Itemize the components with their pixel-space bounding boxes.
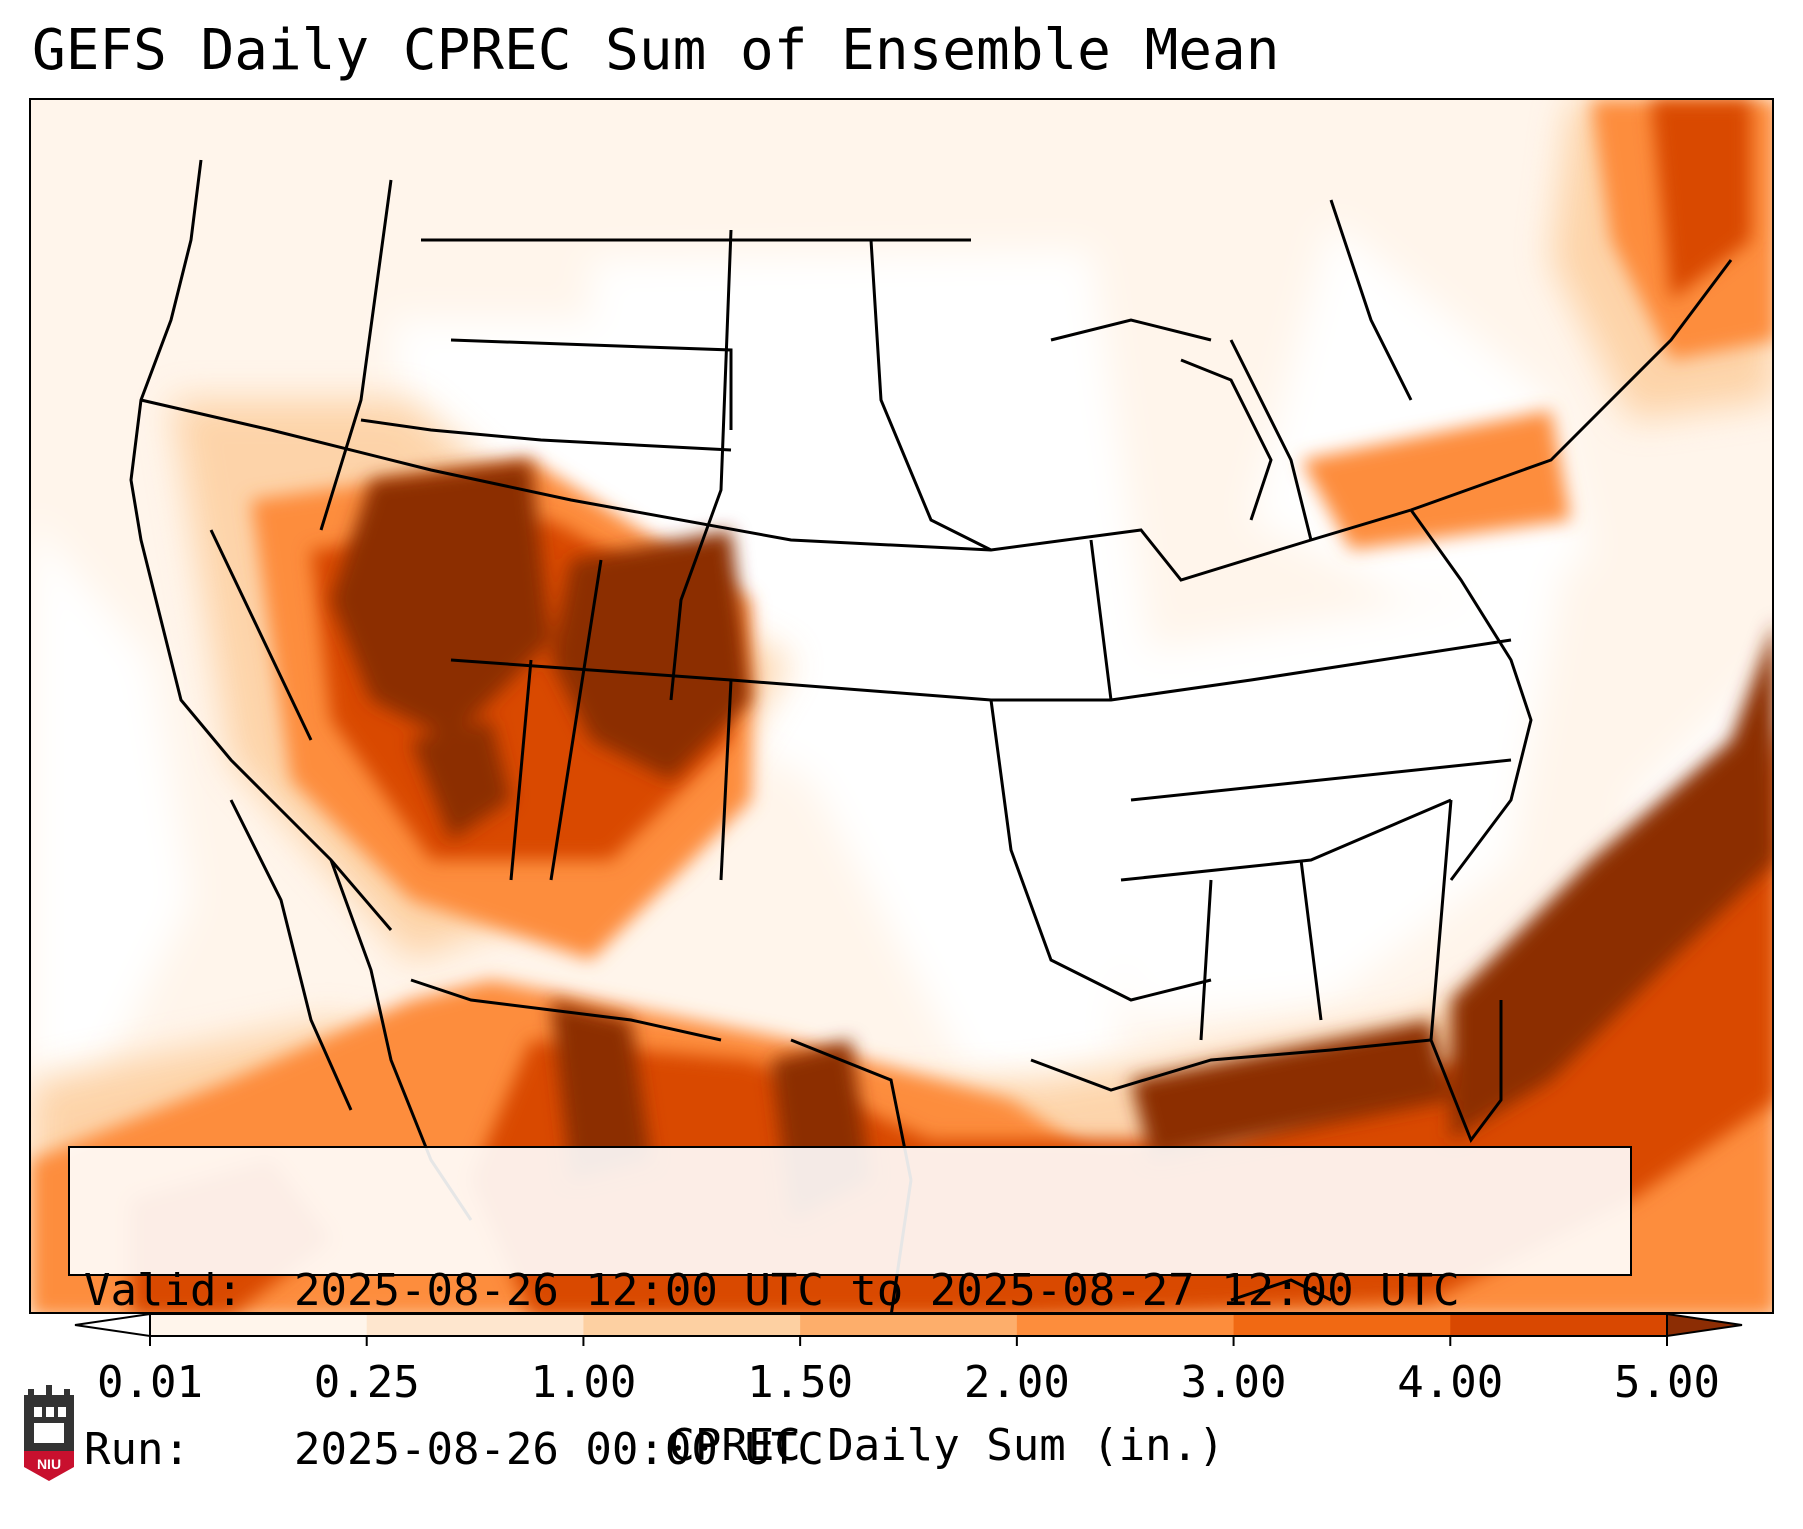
map-title: GEFS Daily CPREC Sum of Ensemble Mean [32, 18, 1280, 83]
run-value: 2025-08-26 00:00 UTC [294, 1424, 824, 1475]
colorbar-tick-label: 1.50 [747, 1357, 854, 1408]
colorbar-tick-label: 0.25 [313, 1357, 420, 1408]
colorbar-segment [366, 1314, 584, 1336]
colorbar-segment [583, 1314, 801, 1336]
colorbar-tick-label: 3.00 [1180, 1357, 1287, 1408]
colorbar-tick-label: 0.01 [97, 1357, 203, 1408]
colorbar-tick-label: 2.00 [963, 1357, 1070, 1408]
colorbar-extend-low [74, 1312, 151, 1338]
colorbar [0, 1312, 1803, 1352]
colorbar-segment [1016, 1314, 1235, 1336]
colorbar-label: CPREC Daily Sum (in.) [668, 1420, 1225, 1471]
niu-logo-icon: NIU [24, 1385, 74, 1481]
valid-row: Valid: 2025-08-26 12:00 UTC to 2025-08-2… [84, 1264, 1630, 1317]
colorbar-segment [1233, 1314, 1451, 1336]
state-borders [129, 159, 1733, 1312]
colorbar-segment [1450, 1314, 1668, 1336]
colorbar-tick-label: 1.00 [530, 1357, 637, 1408]
run-key: Run: [84, 1424, 190, 1475]
precipitation-map [29, 98, 1774, 1314]
colorbar-graphic [74, 1312, 1743, 1346]
colorbar-frame [149, 1313, 1668, 1337]
svg-text:NIU: NIU [37, 1456, 61, 1472]
valid-key: Valid: [84, 1265, 243, 1316]
colorbar-tick-label: 5.00 [1614, 1357, 1720, 1408]
run-row: Run: 2025-08-26 00:00 UTC [84, 1423, 1630, 1476]
map-canvas [31, 100, 1772, 1312]
colorbar-tick-label: 4.00 [1397, 1357, 1504, 1408]
valid-run-info-box: Valid: 2025-08-26 12:00 UTC to 2025-08-2… [68, 1146, 1632, 1475]
colorbar-segment [800, 1314, 1018, 1336]
valid-value: 2025-08-26 12:00 UTC to 2025-08-27 12:00… [294, 1265, 1460, 1316]
colorbar-extend-high [1666, 1312, 1743, 1338]
colorbar-segment [150, 1314, 368, 1336]
